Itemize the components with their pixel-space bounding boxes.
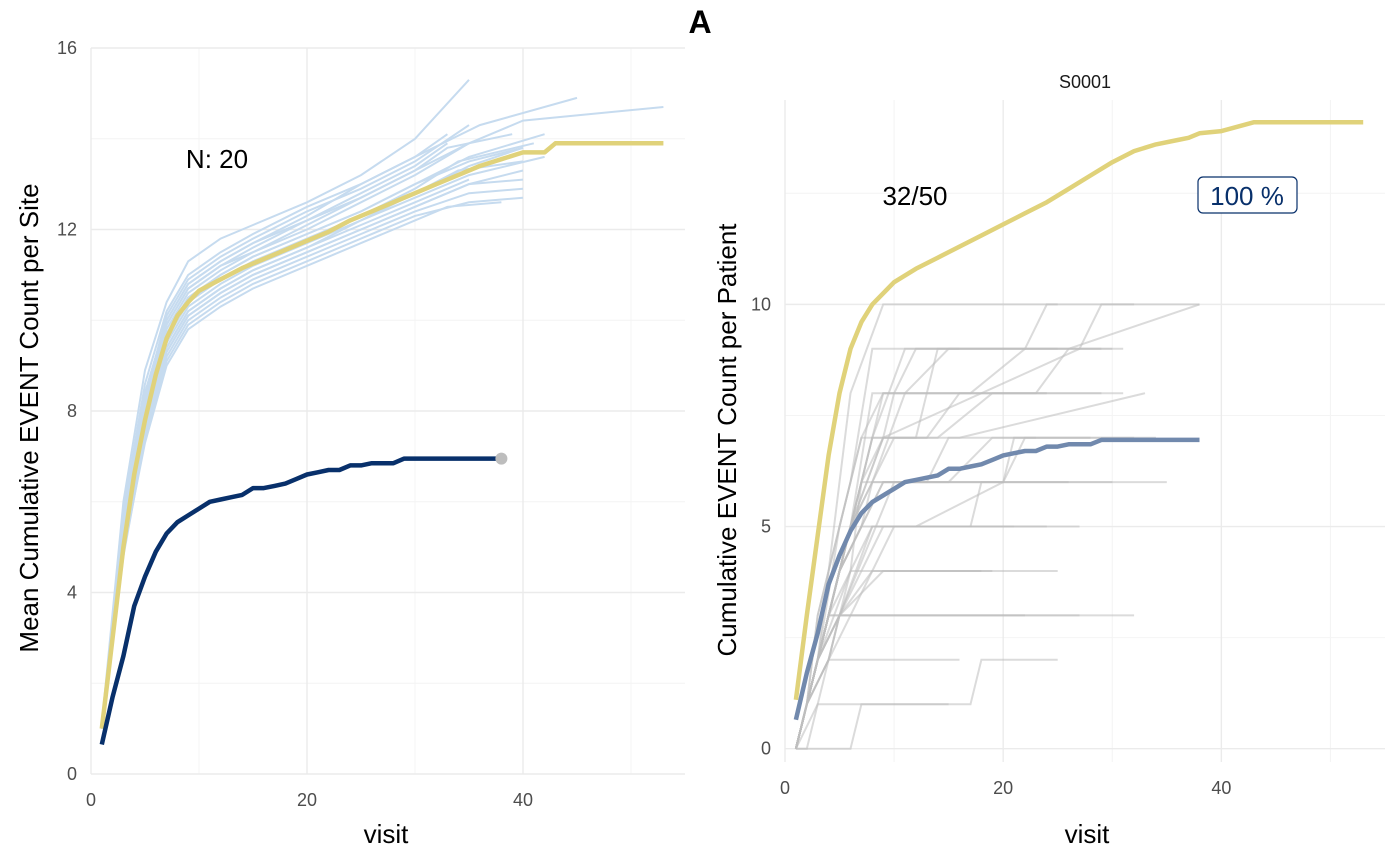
patient-line bbox=[794, 347, 960, 749]
x-tick-label: 20 bbox=[993, 778, 1013, 798]
y-tick-label: 10 bbox=[751, 294, 771, 314]
right-panel-patient-lines bbox=[794, 303, 1200, 750]
patient-line bbox=[794, 525, 1015, 749]
patient-line bbox=[794, 614, 1080, 749]
x-tick-label: 0 bbox=[780, 778, 790, 798]
y-tick-label: 0 bbox=[67, 764, 77, 784]
site-line bbox=[100, 196, 524, 729]
left-panel-x-ticks: 0 20 40 bbox=[86, 790, 533, 810]
site-line bbox=[100, 142, 448, 729]
x-tick-label: 0 bbox=[86, 790, 96, 810]
y-tick-label: 16 bbox=[57, 38, 77, 58]
site-line bbox=[100, 79, 470, 725]
figure-title: A bbox=[688, 4, 711, 40]
right-panel-y-axis-title: Cumulative EVENT Count per Patient bbox=[712, 223, 742, 657]
left-panel-y-ticks: 0 4 8 12 16 bbox=[57, 38, 77, 784]
x-tick-label: 40 bbox=[1211, 778, 1231, 798]
left-panel-overall-mean bbox=[99, 141, 664, 729]
highlight-site-line bbox=[793, 437, 1200, 721]
y-tick-label: 8 bbox=[67, 401, 77, 421]
left-panel-y-axis-title: Mean Cumulative EVENT Count per Site bbox=[14, 183, 44, 652]
right-panel-highlight-site bbox=[793, 437, 1200, 721]
right-panel-y-ticks: 0 5 10 bbox=[751, 294, 771, 758]
site-line bbox=[100, 201, 502, 729]
site-line bbox=[100, 142, 535, 729]
right-panel-count-annotation: 32/50 bbox=[882, 181, 947, 211]
site-line bbox=[100, 146, 524, 729]
right-panel-percent-label-box bbox=[1197, 176, 1298, 214]
highlight-end-point bbox=[495, 452, 508, 465]
right-panel-strip-label: S0001 bbox=[1059, 72, 1111, 92]
site-line bbox=[100, 146, 524, 725]
y-tick-label: 5 bbox=[761, 517, 771, 537]
left-panel-x-axis-title: visit bbox=[364, 819, 410, 849]
left-panel-highlight-site bbox=[99, 452, 508, 745]
right-panel-x-ticks: 0 20 40 bbox=[780, 778, 1231, 798]
patient-line bbox=[794, 614, 1135, 749]
site-line bbox=[100, 160, 524, 729]
site-line bbox=[100, 133, 513, 729]
site-line bbox=[100, 155, 545, 729]
y-tick-label: 4 bbox=[67, 583, 77, 603]
patient-line bbox=[795, 658, 960, 750]
right-panel-x-axis-title: visit bbox=[1065, 819, 1111, 849]
right-panel-overall-mean bbox=[793, 119, 1364, 701]
x-tick-label: 20 bbox=[297, 790, 317, 810]
overall-mean-line bbox=[99, 141, 664, 729]
y-tick-label: 0 bbox=[761, 739, 771, 759]
right-panel-grid bbox=[784, 100, 1385, 762]
highlight-site-line bbox=[99, 456, 502, 745]
overall-mean-line bbox=[793, 119, 1364, 701]
patient-line bbox=[794, 570, 982, 749]
right-panel-percent-annotation: 100 % bbox=[1210, 181, 1284, 211]
site-line bbox=[100, 133, 545, 729]
left-panel-site-lines bbox=[100, 79, 664, 729]
left-panel-annotation: N: 20 bbox=[186, 144, 248, 174]
x-tick-label: 40 bbox=[513, 790, 533, 810]
site-line bbox=[100, 178, 524, 729]
patient-line bbox=[795, 703, 949, 750]
y-tick-label: 12 bbox=[57, 220, 77, 240]
